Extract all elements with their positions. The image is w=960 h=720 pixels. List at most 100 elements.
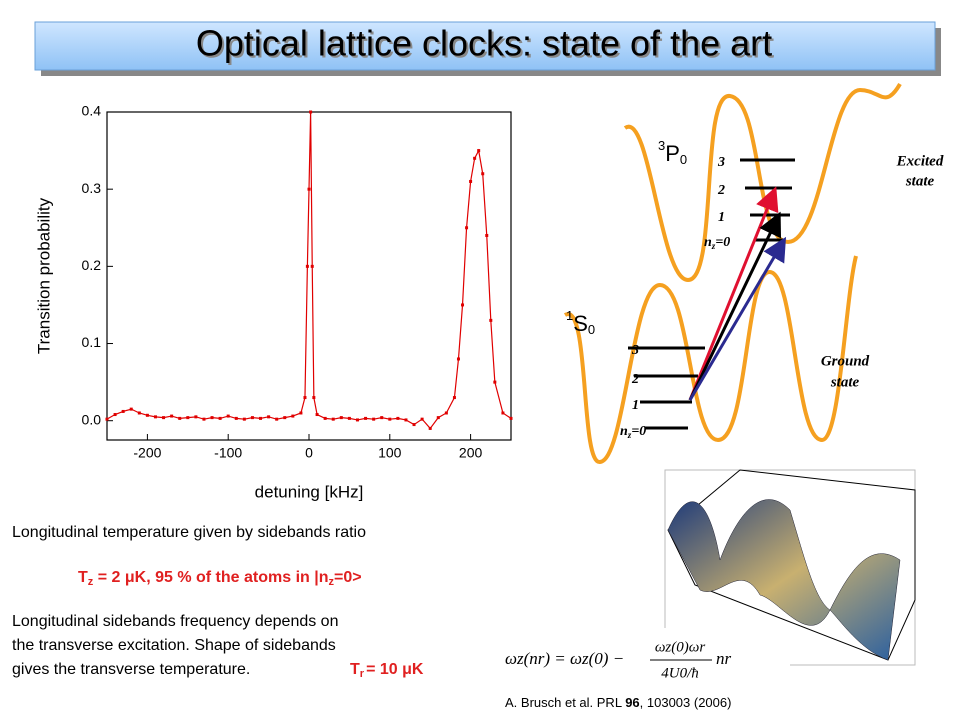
- excited-potential: [623, 82, 902, 283]
- arrow: [688, 236, 787, 401]
- x-axis-label: detuning [kHz]: [255, 482, 364, 501]
- text-line: Longitudinal temperature given by sideba…: [12, 524, 366, 541]
- data-point: [481, 172, 485, 176]
- level-label: 2: [717, 183, 725, 198]
- data-point: [153, 415, 157, 419]
- level-label: 1: [718, 210, 725, 225]
- data-point: [396, 416, 400, 420]
- x-tick-label: -100: [214, 445, 242, 461]
- x-tick-label: 0: [305, 445, 313, 461]
- data-point: [194, 415, 198, 419]
- arrow: [688, 211, 782, 401]
- data-point: [388, 417, 392, 421]
- tr-line: Tr = 10 μK: [350, 661, 424, 680]
- text-line: gives the transverse temperature.: [12, 661, 250, 678]
- data-point: [312, 396, 316, 400]
- y-tick-label: 0.2: [82, 257, 102, 273]
- data-point: [331, 417, 335, 421]
- title-bar: [34, 21, 936, 71]
- data-point: [489, 318, 493, 322]
- title: Optical lattice clocks: state of the art: [196, 23, 772, 64]
- x-tick-label: -200: [133, 445, 161, 461]
- data-point: [283, 416, 287, 420]
- data-point: [267, 415, 271, 419]
- data-point: [315, 413, 319, 417]
- data-point: [469, 179, 473, 183]
- arrows: [688, 186, 787, 401]
- formula-box: [500, 628, 790, 690]
- arrow: [688, 186, 779, 401]
- data-point: [310, 264, 314, 268]
- data-point: [323, 416, 327, 420]
- excited-state: Excited: [896, 153, 944, 169]
- data-point: [477, 149, 481, 153]
- level-label: 3: [717, 155, 725, 170]
- data-point: [250, 416, 254, 420]
- nz-label: nz=0: [704, 235, 730, 251]
- data-point: [456, 357, 460, 361]
- formula-num: ωz(0)ωr: [655, 639, 706, 655]
- data-point: [347, 416, 351, 420]
- data-point: [380, 416, 384, 420]
- x-tick-label: 100: [378, 445, 402, 461]
- level-label: 2: [631, 372, 639, 387]
- y-tick-label: 0.4: [82, 103, 102, 119]
- title-shadow-text: Optical lattice clocks: state of the art: [198, 25, 774, 66]
- tz-line: Tz = 2 μK, 95 % of the atoms in |nz=0>: [78, 569, 362, 588]
- nz-label: nz=0: [620, 424, 646, 440]
- ground-state: Ground: [821, 353, 870, 369]
- data-point: [404, 418, 408, 422]
- data-point: [121, 409, 125, 413]
- data-point: [162, 416, 166, 420]
- data-point: [305, 264, 309, 268]
- formula-right: nr: [716, 649, 732, 668]
- text-line: Longitudinal sidebands frequency depends…: [12, 613, 338, 630]
- y-tick-label: 0.1: [82, 334, 102, 350]
- data-point: [444, 411, 448, 415]
- data-point: [259, 416, 263, 420]
- ground-state: state: [830, 374, 860, 390]
- data-point: [129, 407, 133, 411]
- data-point: [501, 411, 505, 415]
- data-point: [170, 414, 174, 418]
- text-line: the transverse excitation. Shape of side…: [12, 637, 336, 654]
- data-point: [137, 411, 141, 415]
- data-point: [339, 416, 343, 420]
- y-axis-label: Transition probability: [34, 197, 53, 354]
- level-label: 1: [632, 398, 639, 413]
- data-point: [242, 417, 246, 421]
- y-tick-label: 0.3: [82, 180, 102, 196]
- excited-state: state: [905, 173, 935, 189]
- data-point: [485, 233, 489, 237]
- data-point: [372, 417, 376, 421]
- citation: A. Brusch et al. PRL 96, 103003 (2006): [505, 695, 731, 710]
- data-point: [436, 416, 440, 420]
- data-point: [412, 423, 416, 427]
- data-point: [473, 156, 477, 160]
- ground-label: 1S0: [566, 308, 595, 337]
- level-label: 3: [631, 343, 639, 358]
- data-point: [234, 416, 238, 420]
- data-point: [452, 396, 456, 400]
- data-point: [178, 416, 182, 420]
- data-point: [509, 416, 513, 420]
- data-point: [202, 417, 206, 421]
- data-point: [364, 416, 368, 420]
- data-point: [113, 413, 117, 417]
- data-line: [106, 111, 512, 430]
- data-point: [226, 414, 230, 418]
- data-point: [291, 414, 295, 418]
- data-point: [309, 110, 313, 114]
- chart: 0.0 0.1 0.2 0.3 0.4 -200 -100 0 100 200 detuning […: [34, 103, 513, 501]
- data-point: [355, 418, 359, 422]
- data-point: [428, 426, 432, 430]
- lattice-diagram: [563, 82, 902, 464]
- data-point: [210, 416, 214, 420]
- data-point: [465, 226, 469, 230]
- data-point: [186, 416, 190, 420]
- formula-den: 4U0/ħ: [661, 665, 699, 681]
- data-point: [493, 380, 497, 384]
- data-point: [307, 187, 311, 191]
- x-tick-label: 200: [459, 445, 483, 461]
